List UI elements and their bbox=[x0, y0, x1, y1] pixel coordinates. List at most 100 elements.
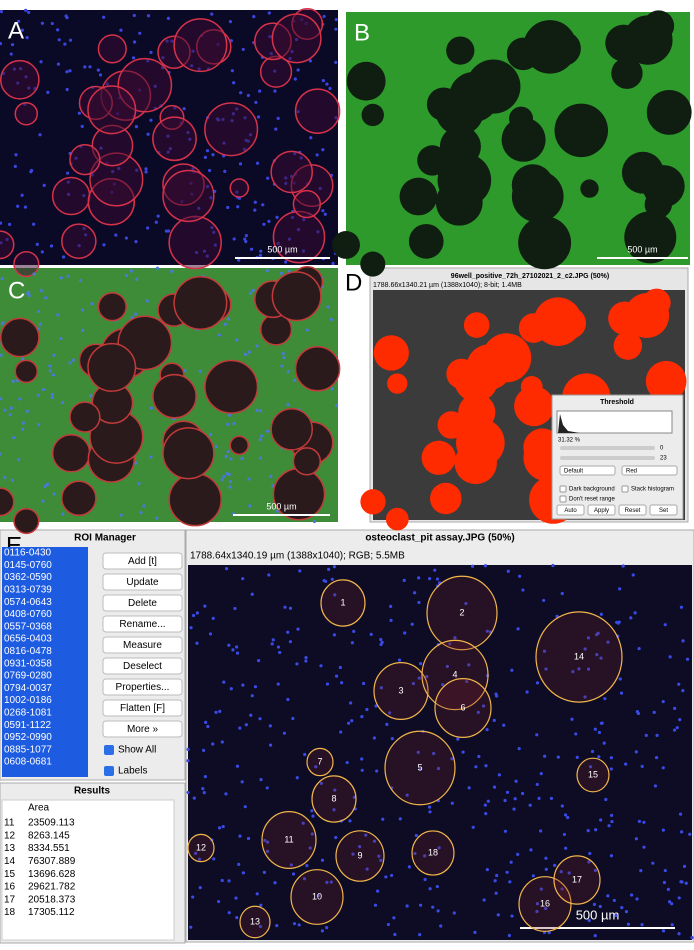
button[interactable] bbox=[102, 720, 183, 738]
roi-item[interactable]: 0608-0681 bbox=[4, 757, 52, 768]
roi-item[interactable]: 0952-0990 bbox=[4, 732, 52, 743]
nucleus bbox=[661, 699, 665, 704]
roi-outline[interactable] bbox=[311, 775, 357, 823]
nucleus bbox=[286, 630, 290, 634]
roi-outline[interactable] bbox=[434, 677, 492, 738]
roi-outline[interactable] bbox=[335, 830, 385, 882]
roi-outline[interactable] bbox=[553, 855, 601, 905]
nucleus bbox=[609, 756, 613, 760]
cell bbox=[417, 145, 448, 176]
cell bbox=[408, 223, 444, 259]
button[interactable] bbox=[102, 636, 183, 654]
button[interactable] bbox=[102, 678, 183, 696]
button[interactable] bbox=[649, 504, 678, 516]
roi-label: 10 bbox=[312, 891, 322, 901]
roi-outline[interactable] bbox=[411, 830, 455, 876]
nucleus bbox=[535, 902, 540, 906]
cell bbox=[360, 251, 386, 277]
nucleus bbox=[13, 164, 17, 168]
roi-outline[interactable] bbox=[426, 575, 498, 651]
roi-outline[interactable] bbox=[384, 730, 456, 806]
button[interactable] bbox=[102, 699, 183, 717]
roi-item[interactable]: 0116-0430 bbox=[4, 548, 52, 559]
nucleus bbox=[551, 563, 555, 568]
roi-label: 14 bbox=[574, 651, 584, 661]
area-value: 20518.373 bbox=[28, 894, 76, 905]
roi-outline[interactable] bbox=[239, 905, 271, 939]
nucleus bbox=[291, 872, 296, 876]
button[interactable] bbox=[102, 657, 183, 675]
button[interactable] bbox=[102, 594, 183, 612]
cell bbox=[645, 360, 687, 402]
dropdown[interactable] bbox=[621, 465, 678, 476]
nucleus bbox=[559, 870, 563, 874]
roi-item[interactable]: 0931-0358 bbox=[4, 658, 52, 669]
nucleus bbox=[197, 857, 202, 861]
button[interactable] bbox=[556, 504, 585, 516]
nucleus bbox=[232, 237, 236, 241]
area-value: 29621.782 bbox=[28, 882, 76, 893]
button[interactable] bbox=[587, 504, 616, 516]
checkbox[interactable] bbox=[559, 485, 567, 493]
nucleus bbox=[358, 845, 362, 849]
button[interactable] bbox=[618, 504, 647, 516]
slider[interactable] bbox=[560, 456, 655, 460]
roi-outline[interactable] bbox=[373, 662, 429, 720]
cell bbox=[554, 103, 609, 158]
roi-item[interactable]: 0362-0590 bbox=[4, 572, 52, 583]
roi-outline[interactable] bbox=[290, 869, 344, 925]
checkbox[interactable] bbox=[104, 766, 114, 776]
nucleus bbox=[547, 931, 551, 935]
roi-item[interactable]: 0769-0280 bbox=[4, 671, 52, 682]
roi-outline[interactable] bbox=[518, 876, 572, 932]
roi-outline[interactable] bbox=[261, 811, 317, 869]
nucleus bbox=[230, 69, 234, 73]
checkbox[interactable] bbox=[104, 745, 114, 755]
nucleus bbox=[360, 768, 364, 772]
roi-item[interactable]: 0145-0760 bbox=[4, 560, 52, 571]
roi-item[interactable]: 0794-0037 bbox=[4, 683, 52, 694]
roi-label: 9 bbox=[357, 850, 362, 860]
nucleus bbox=[398, 817, 402, 821]
roi-item[interactable]: 0313-0739 bbox=[4, 585, 52, 596]
button[interactable] bbox=[102, 573, 183, 591]
roi-item[interactable]: 0574-0643 bbox=[4, 597, 52, 608]
dropdown[interactable] bbox=[559, 465, 616, 476]
button[interactable] bbox=[102, 552, 183, 570]
nucleus bbox=[204, 720, 208, 724]
nucleus bbox=[670, 923, 674, 927]
nucleus bbox=[224, 566, 229, 571]
nucleus bbox=[365, 707, 369, 712]
nucleus bbox=[407, 865, 411, 869]
roi-outline[interactable] bbox=[320, 579, 366, 627]
cell bbox=[0, 59, 40, 100]
checkbox[interactable] bbox=[559, 495, 567, 503]
nucleus bbox=[305, 328, 309, 332]
roi-item[interactable]: 0557-0368 bbox=[4, 621, 52, 632]
slider[interactable] bbox=[560, 446, 655, 450]
roi-item[interactable]: 0408-0760 bbox=[4, 609, 52, 620]
roi-outline[interactable] bbox=[187, 833, 215, 863]
button[interactable] bbox=[102, 615, 183, 633]
roi-item[interactable]: 1002-0186 bbox=[4, 695, 52, 706]
scale-bar-label: 500 µm bbox=[266, 501, 296, 511]
nucleus bbox=[25, 409, 29, 413]
roi-outline[interactable] bbox=[306, 747, 334, 777]
nucleus bbox=[18, 397, 22, 401]
roi-item[interactable]: 0816-0478 bbox=[4, 646, 52, 657]
roi-item[interactable]: 0268-1081 bbox=[4, 708, 52, 719]
cell bbox=[454, 358, 499, 402]
roi-item[interactable]: 0885-1077 bbox=[4, 744, 52, 755]
roi-outline[interactable] bbox=[535, 611, 623, 703]
nucleus bbox=[535, 909, 539, 914]
roi-item[interactable]: 0591-1122 bbox=[4, 720, 52, 731]
nucleus bbox=[155, 516, 159, 520]
checkbox[interactable] bbox=[621, 485, 629, 493]
nucleus bbox=[586, 829, 590, 833]
nucleus bbox=[268, 724, 272, 728]
nucleus bbox=[259, 249, 263, 253]
roi-item[interactable]: 0656-0403 bbox=[4, 634, 52, 645]
roi-outline[interactable] bbox=[421, 639, 489, 711]
roi-outline[interactable] bbox=[576, 757, 610, 793]
panel-label: C bbox=[8, 277, 25, 304]
